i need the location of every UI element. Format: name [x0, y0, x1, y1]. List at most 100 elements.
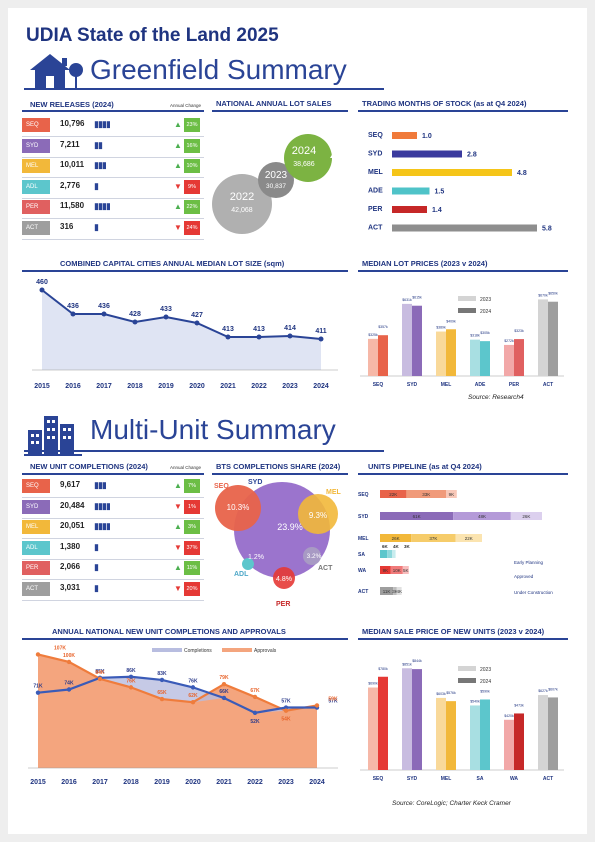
lot-size-point	[225, 334, 231, 340]
bts-rule	[212, 473, 348, 475]
down-arrow-icon: ▼	[174, 181, 182, 191]
bar-2023	[538, 695, 548, 770]
change-badge: 10%	[184, 159, 200, 173]
category-label: SEQ	[373, 776, 384, 782]
change-badge: 9%	[184, 179, 200, 194]
bar-2024	[378, 676, 388, 770]
up-arrow-icon: ▲	[174, 563, 182, 572]
completions-value-label: 57K	[328, 699, 338, 705]
pipeline-segment	[380, 512, 454, 520]
row-divider	[22, 558, 204, 560]
down-arrow-icon: ▼	[174, 583, 182, 593]
sale-price-heading: MEDIAN SALE PRICE OF NEW UNITS (2023 v 2…	[362, 627, 545, 636]
bar-2023	[436, 697, 446, 770]
pipeline-rule	[358, 473, 568, 475]
year-tick-label: 2016	[61, 779, 77, 786]
bts-adl-value: 1.2%	[248, 554, 264, 561]
bts-bubble-act	[303, 547, 321, 565]
value-label-2023: $318k	[470, 334, 480, 338]
legend-swatch-2024	[458, 308, 476, 313]
value-label-2024: $650k	[548, 292, 558, 296]
kpi-value: 2,066	[60, 562, 81, 571]
value-label-2024: $607k	[548, 687, 558, 691]
bts-bubble-mel	[298, 494, 338, 534]
bts-heading: BTS COMPLETIONS SHARE (2024)	[216, 462, 341, 471]
bts-per-label: PER	[276, 601, 290, 608]
value-label-2023: $627k	[538, 689, 548, 693]
lot-size-point	[39, 287, 45, 293]
completions-area	[38, 676, 317, 713]
pipeline-segment	[510, 512, 542, 520]
approvals-area	[38, 654, 317, 768]
new-releases-heading: NEW RELEASES (2024)	[30, 100, 114, 109]
lot-sales-rule	[212, 110, 348, 112]
change-badge: 37%	[184, 540, 200, 555]
house-icon: ▮	[94, 221, 99, 232]
pipeline-category-label: SA	[358, 552, 365, 558]
kpi-row-adl: ADL 2,776 ▮ ▼ 9%	[22, 178, 204, 199]
annual-rule	[22, 638, 348, 640]
trading-months-chart: SEQ 1.0 SYD 2.8 MEL 4.8 ADE 1.5 PER 1.4 ACT 5.8	[368, 132, 552, 233]
year-tick-label: 2023	[282, 383, 298, 390]
tm-category-label: ACT	[368, 225, 383, 232]
approvals-value-label: 76K	[126, 678, 136, 684]
change-badge: 7%	[184, 479, 200, 493]
building-icon: ▮	[94, 562, 99, 572]
bar-2023	[402, 668, 412, 770]
kpi-row-act: ACT 316 ▮ ▼ 24%	[22, 219, 204, 240]
building-icon: ▮▮▮▮	[94, 521, 111, 531]
approvals-point	[190, 700, 196, 705]
lot-size-value-label: 427	[191, 312, 203, 319]
bts-chart: 10.3% 23.9% 9.3% 1.2% 4.8% 3.2% SEQ SYD …	[214, 479, 342, 608]
year-tick-label: 2022	[247, 779, 263, 786]
pipeline-segment	[402, 566, 409, 574]
bar-2024	[378, 335, 388, 376]
year-tick-label: 2018	[123, 779, 139, 786]
completions-point	[128, 674, 134, 679]
year-tick-label: 2019	[154, 779, 170, 786]
lot-size-point	[194, 320, 200, 326]
house-icon: ▮▮▮▮	[94, 201, 111, 211]
bar-2024	[480, 699, 490, 770]
region-badge: ADL	[22, 179, 50, 194]
value-label-2024: $409k	[446, 319, 456, 323]
approvals-value-label: 65K	[157, 690, 167, 696]
kpi-row-mel: MEL 20,051 ▮▮▮▮ ▲ 3%	[22, 518, 204, 539]
region-badge: SEQ	[22, 118, 50, 132]
lot-size-value-label: 413	[222, 326, 234, 333]
value-label-2023: $389k	[436, 326, 446, 330]
completions-rule	[22, 473, 204, 475]
row-divider	[22, 197, 204, 199]
pipeline-chart: SEQ 22K 33K 9K SYD 61K 48K 26K MEL 26K 37K 22K SA 6K 4…	[358, 490, 553, 595]
year-tick-label: 2018	[127, 383, 143, 390]
bts-mel-value: 9.3%	[309, 511, 327, 520]
bts-act-value: 3.2%	[307, 553, 322, 560]
lot-size-value-label: 460	[36, 279, 48, 286]
completions-heading: NEW UNIT COMPLETIONS (2024)	[30, 462, 148, 471]
approvals-value-label: 84K	[95, 670, 105, 676]
bar-2024	[446, 701, 456, 770]
value-label-2024: $323k	[514, 329, 524, 333]
pipeline-segment	[393, 587, 397, 595]
row-divider	[22, 238, 204, 240]
bts-bubble-seq	[215, 485, 261, 531]
region-badge: ACT	[22, 581, 50, 596]
lot-size-value-label: 436	[98, 303, 110, 310]
tm-bar	[392, 224, 537, 232]
tm-value-label: 1.0	[422, 133, 432, 140]
greenfield-title: Greenfield Summary	[90, 54, 347, 85]
pipeline-segment	[380, 566, 391, 574]
legend-label-2024: 2024	[480, 679, 491, 685]
kpi-value: 3,031	[60, 582, 81, 592]
category-label: MEL	[441, 776, 452, 782]
kpi-value: 9,617	[60, 480, 81, 489]
kpi-row-seq: SEQ 9,617 ▮▮▮ ▲ 7%	[22, 477, 204, 498]
trading-months-rule	[358, 110, 568, 112]
pipeline-segment-label: 37K	[429, 536, 437, 541]
bubble-2022-year: 2022	[230, 191, 254, 203]
pipeline-legend-construction: Under Construction	[514, 590, 553, 595]
kpi-value: 1,380	[60, 541, 81, 551]
approvals-point	[159, 696, 165, 702]
pipeline-category-label: WA	[358, 568, 366, 574]
pipeline-segment	[380, 587, 394, 595]
